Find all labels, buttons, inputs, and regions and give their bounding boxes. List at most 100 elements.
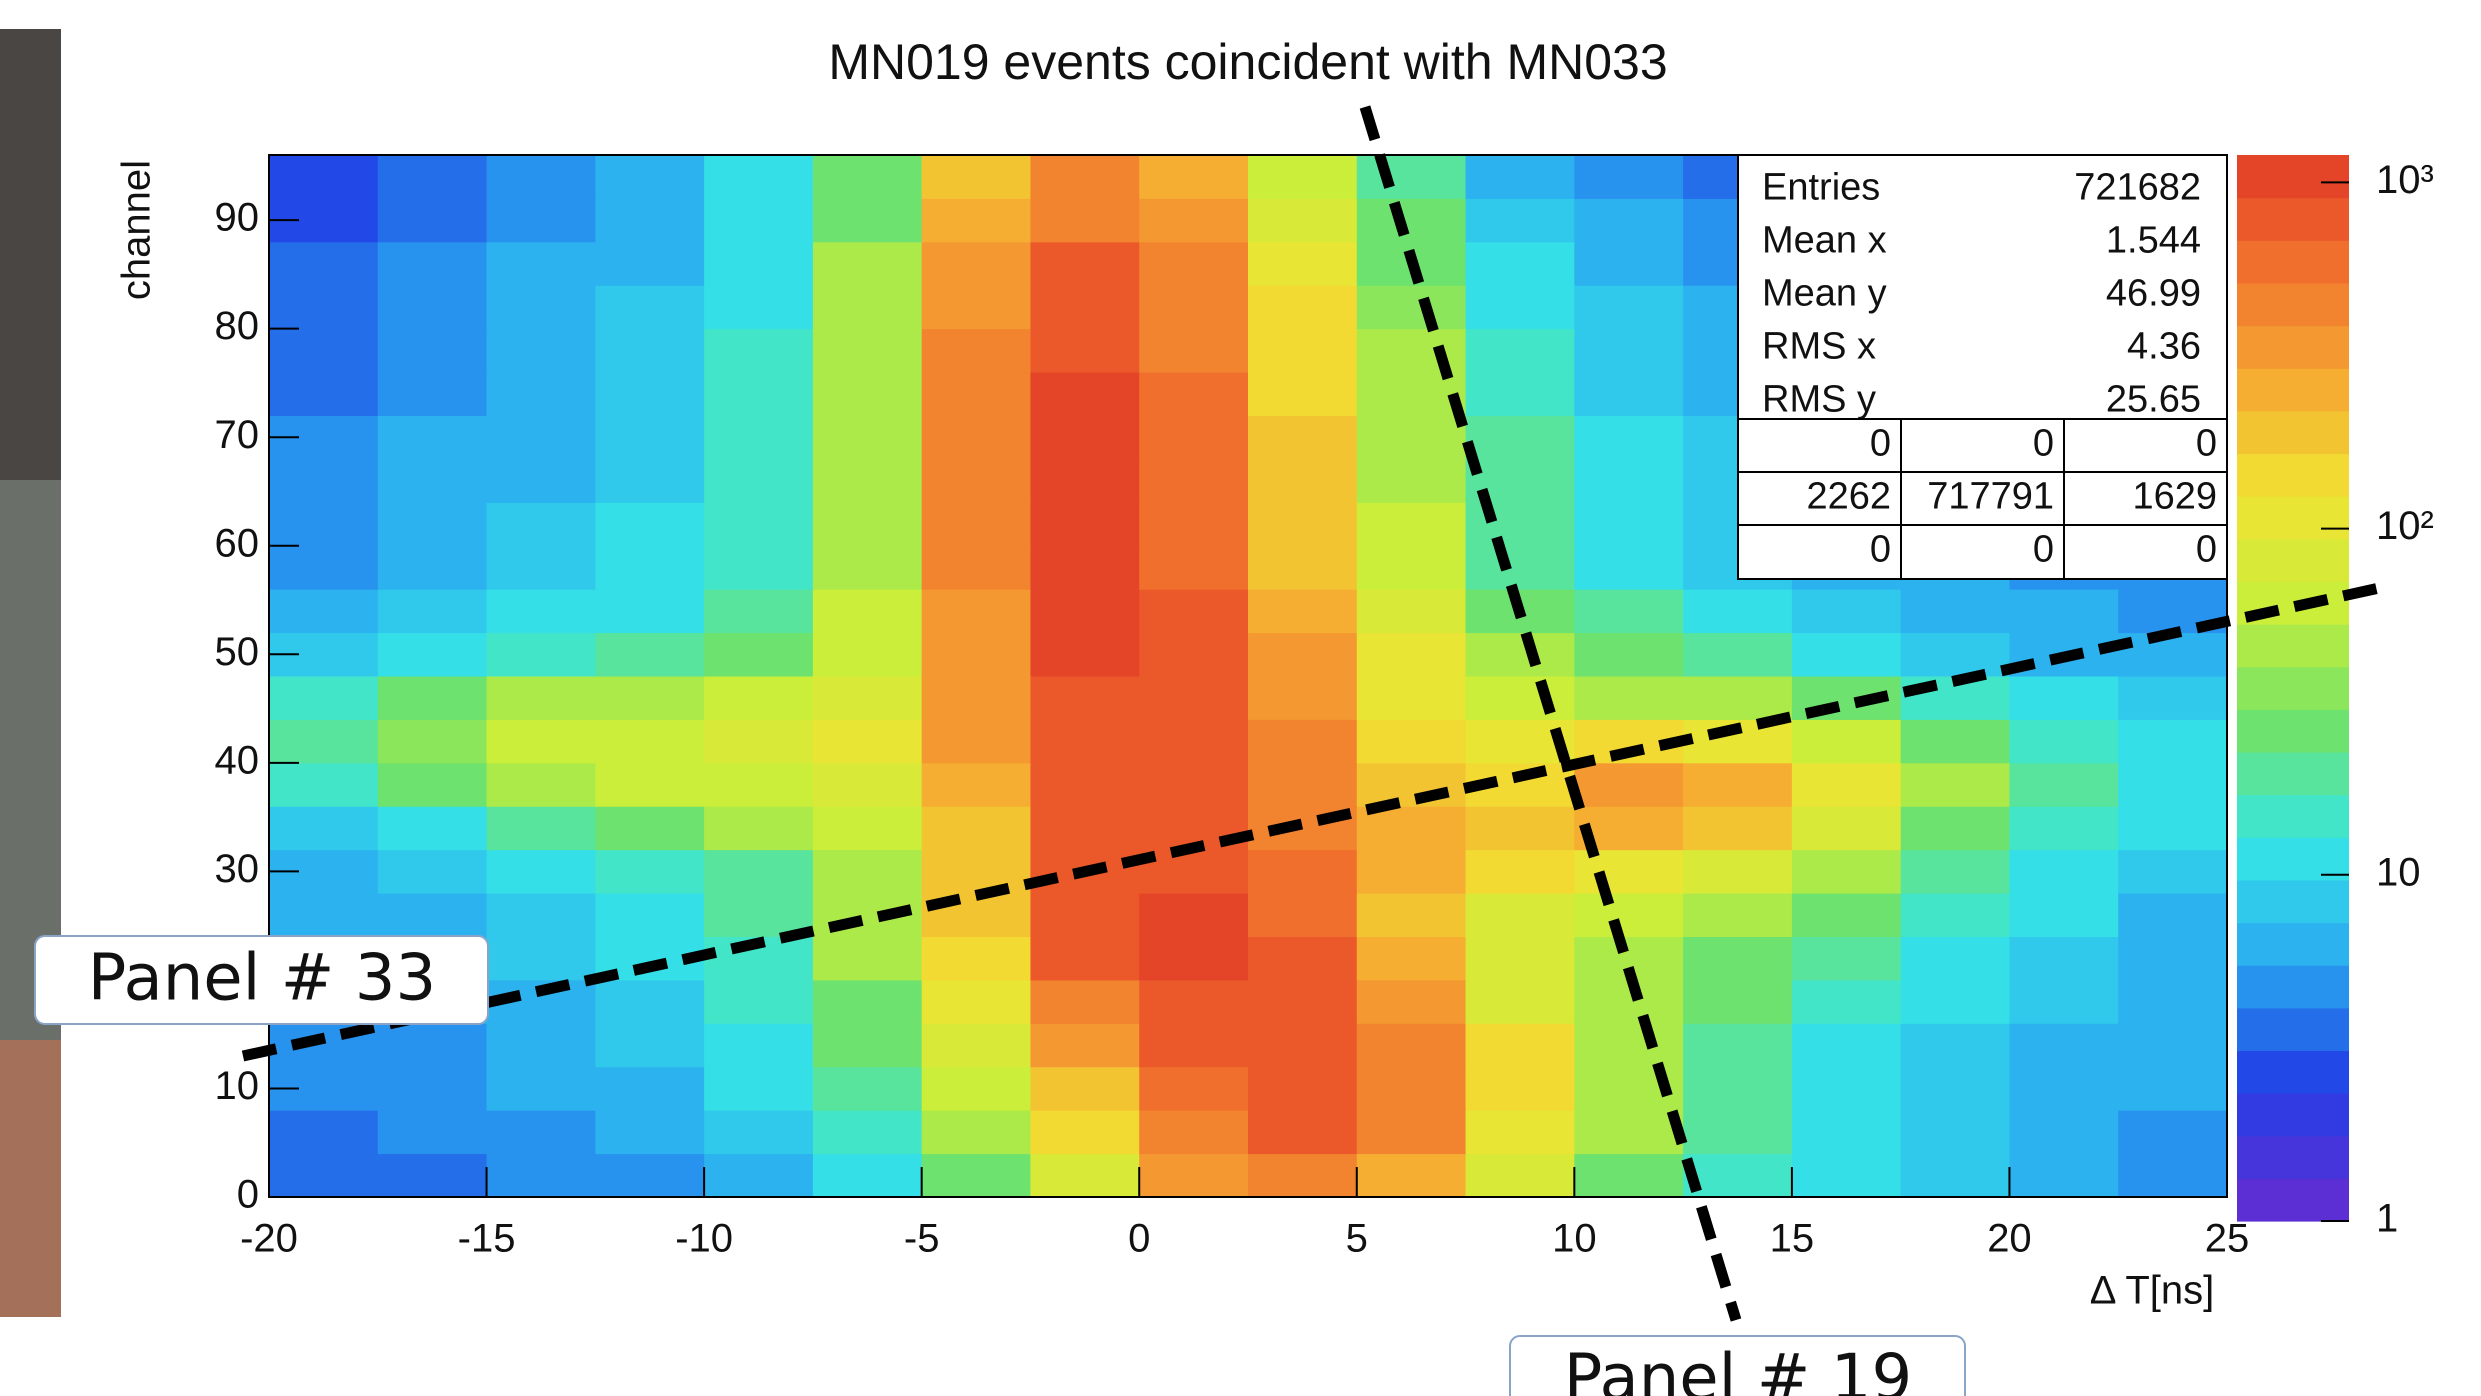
y-tick-label: 10 bbox=[215, 1064, 260, 1108]
heatmap-cell bbox=[486, 719, 596, 764]
heatmap-cell bbox=[1900, 806, 2010, 851]
x-tick-label: 15 bbox=[1770, 1217, 1815, 1261]
stats-box bbox=[1737, 154, 2228, 580]
y-tick-label: 90 bbox=[215, 196, 260, 240]
heatmap-cell bbox=[921, 155, 1031, 199]
heatmap-cell bbox=[921, 1066, 1031, 1111]
heatmap-cell bbox=[1030, 415, 1140, 460]
heatmap-cell bbox=[1139, 1023, 1249, 1068]
colorbar-band bbox=[2237, 410, 2349, 455]
overflow-cell: 0 bbox=[2196, 423, 2217, 465]
heatmap-cell bbox=[1248, 589, 1358, 634]
heatmap-cell bbox=[2118, 1153, 2228, 1198]
heatmap-cell bbox=[595, 676, 705, 720]
heatmap-cell bbox=[1248, 676, 1358, 720]
heatmap-cell bbox=[1465, 1153, 1575, 1198]
heatmap-cell bbox=[1574, 893, 1684, 937]
heatmap-cell bbox=[377, 632, 488, 677]
heatmap-cell bbox=[2009, 979, 2119, 1024]
colorbar-band bbox=[2237, 837, 2349, 881]
heatmap-cell bbox=[921, 415, 1031, 460]
heatmap-cell bbox=[377, 458, 488, 503]
heatmap-cell bbox=[1356, 762, 1467, 807]
colorbar-band bbox=[2237, 197, 2349, 241]
plot-frame bbox=[268, 154, 2228, 1198]
heatmap-cell bbox=[486, 1153, 596, 1198]
heatmap-cell bbox=[1465, 979, 1575, 1024]
x-tick-label: -15 bbox=[458, 1217, 516, 1261]
heatmap-cell bbox=[1139, 632, 1249, 677]
heatmap-cell bbox=[377, 285, 488, 330]
heatmap-cell bbox=[486, 415, 596, 460]
overflow-cell: 717791 bbox=[1927, 476, 2054, 518]
heatmap-cell bbox=[269, 502, 379, 547]
heatmap-cell bbox=[2009, 1153, 2119, 1198]
heatmap-cell bbox=[1248, 632, 1358, 677]
heatmap-cell bbox=[2009, 1023, 2119, 1068]
colorbar-tick-label: 10 bbox=[2376, 850, 2421, 894]
overflow-cell: 1629 bbox=[2132, 476, 2217, 518]
overflow-cell: 0 bbox=[2033, 423, 2054, 465]
heatmap-cell bbox=[1248, 1023, 1358, 1068]
heatmap-cell bbox=[269, 285, 379, 330]
heatmap-cell bbox=[377, 372, 488, 416]
stats-value: 46.99 bbox=[2106, 273, 2201, 315]
heatmap-cell bbox=[1030, 328, 1140, 373]
heatmap-cell bbox=[921, 328, 1031, 373]
heatmap-cell bbox=[704, 198, 814, 243]
heatmap-cell bbox=[704, 545, 814, 590]
heatmap-cell bbox=[1248, 155, 1358, 199]
heatmap-cell bbox=[921, 1110, 1031, 1155]
heatmap-cell bbox=[1900, 979, 2010, 1024]
heatmap-cell bbox=[1248, 328, 1358, 373]
heatmap-cell bbox=[377, 328, 488, 373]
heatmap-cell bbox=[1465, 1066, 1575, 1111]
heatmap-cell bbox=[1139, 936, 1249, 981]
heatmap-cell bbox=[812, 502, 923, 547]
heatmap-cell bbox=[1030, 762, 1140, 807]
heatmap-cell bbox=[1465, 155, 1575, 199]
colorbar-band bbox=[2237, 453, 2349, 497]
callout-box bbox=[34, 935, 489, 1025]
stats-label: Mean y bbox=[1762, 273, 1887, 315]
colorbar-band bbox=[2237, 965, 2349, 1009]
heatmap-cell bbox=[269, 328, 379, 373]
heatmap-cell bbox=[812, 676, 923, 720]
heatmap-cell bbox=[1030, 936, 1140, 981]
heatmap-cell bbox=[269, 719, 379, 764]
heatmap-cell bbox=[1248, 893, 1358, 937]
overlay: -20-15-10-505101520250102030405060708090… bbox=[34, 105, 2434, 1396]
heatmap-cell bbox=[1465, 285, 1575, 330]
colorbar-band bbox=[2237, 1050, 2349, 1094]
heatmap-cell bbox=[377, 198, 488, 243]
heatmap-cell bbox=[595, 849, 705, 894]
dashed-guide bbox=[241, 581, 2386, 1062]
y-tick-label: 60 bbox=[215, 521, 260, 565]
colorbar-band bbox=[2237, 282, 2349, 327]
heatmap-cell bbox=[486, 936, 596, 981]
heatmap-cell bbox=[1900, 1023, 2010, 1068]
heatmap-cell bbox=[1248, 979, 1358, 1024]
heatmap-cell bbox=[2118, 893, 2228, 937]
heatmap-cell bbox=[269, 241, 379, 286]
heatmap-cell bbox=[1900, 719, 2010, 764]
heatmap-cell bbox=[1356, 1110, 1467, 1155]
heatmap-cell bbox=[1248, 545, 1358, 590]
heatmap-cell bbox=[1683, 893, 1793, 937]
heatmap-cell bbox=[1248, 458, 1358, 503]
heatmap-cell bbox=[2118, 936, 2228, 981]
heatmap-cell bbox=[1900, 1066, 2010, 1111]
heatmap-cell bbox=[486, 632, 596, 677]
heatmap-cell bbox=[377, 415, 488, 460]
heatmap-cell bbox=[1574, 545, 1684, 590]
heatmap-cell bbox=[1683, 1066, 1793, 1111]
callout-label: Panel # 33 bbox=[88, 942, 436, 1016]
heatmap-cell bbox=[377, 1153, 488, 1198]
heatmap-cell bbox=[921, 1023, 1031, 1068]
heatmap-cell bbox=[377, 676, 488, 720]
heatmap-cell bbox=[812, 372, 923, 416]
heatmap-cell bbox=[269, 458, 379, 503]
heatmap-cell bbox=[1356, 285, 1467, 330]
heatmap-cell bbox=[486, 1023, 596, 1068]
heatmap-cell bbox=[812, 415, 923, 460]
